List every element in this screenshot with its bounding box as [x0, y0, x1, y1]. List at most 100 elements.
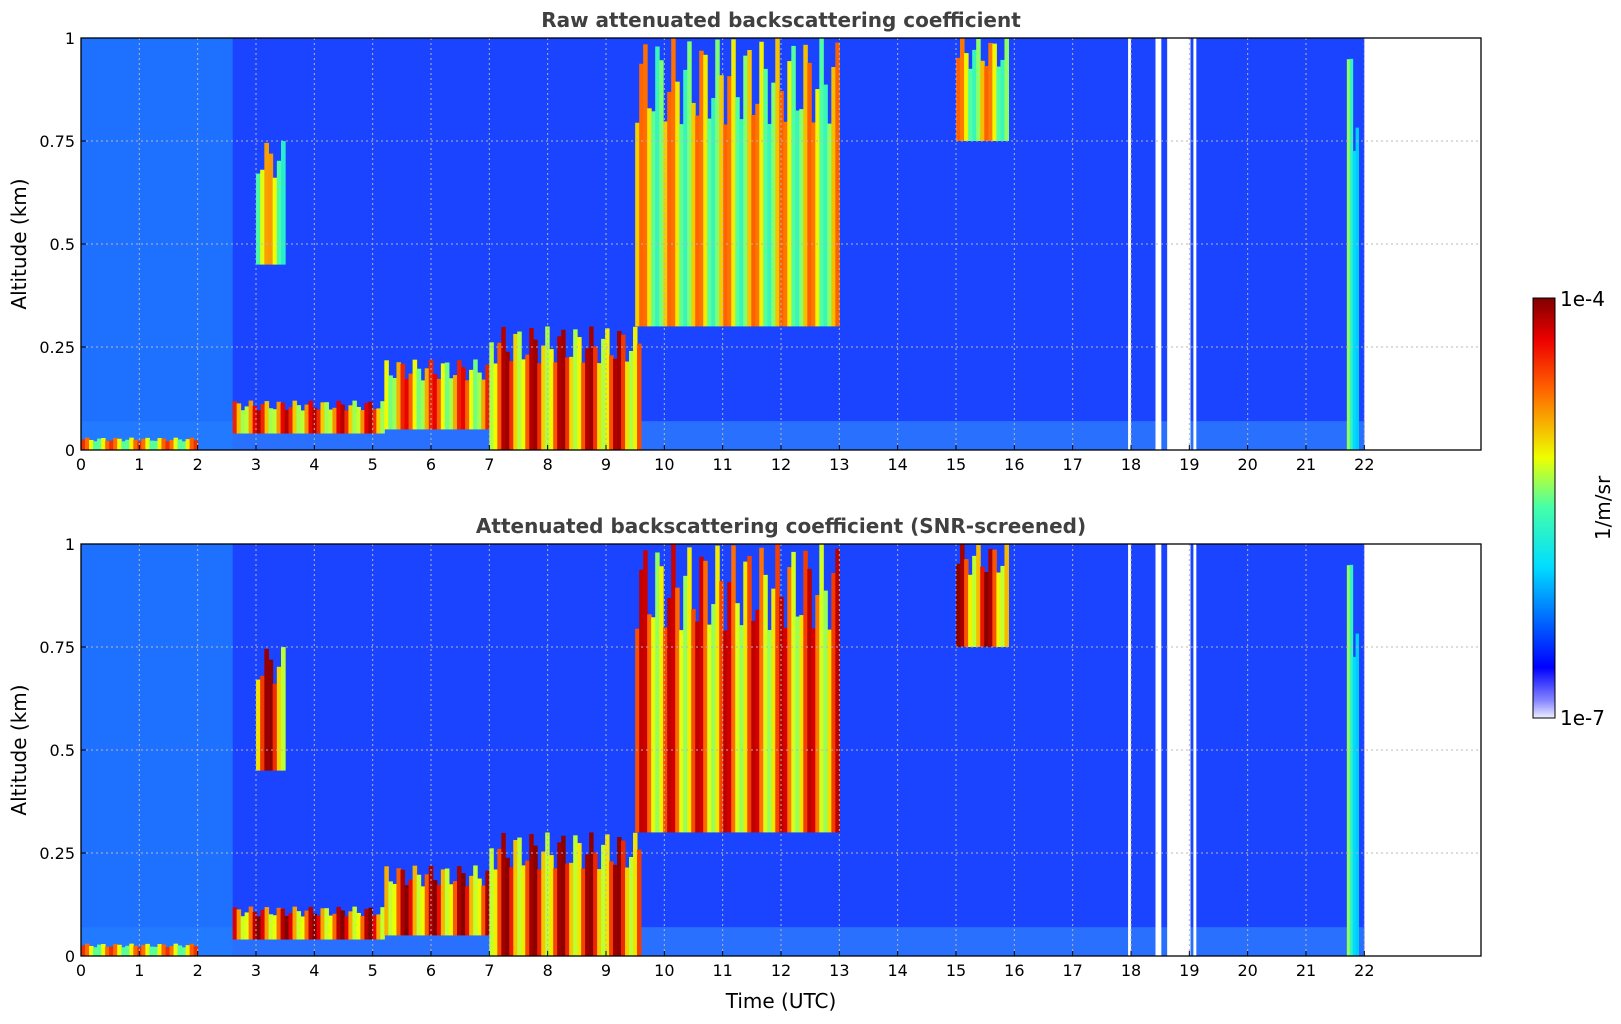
heat-cell: [707, 118, 712, 327]
heat-cell: [699, 50, 704, 327]
heat-cell: [767, 629, 772, 833]
heat-cell: [1000, 59, 1005, 142]
x-tick-label: 2: [193, 455, 203, 474]
heat-cell: [711, 98, 716, 327]
heat-cell: [489, 342, 494, 450]
heat-cell: [565, 863, 570, 956]
heat-cell: [396, 362, 401, 430]
x-tick-label: 21: [1296, 961, 1316, 980]
heat-cell: [699, 556, 704, 833]
x-tick-label: 12: [771, 455, 791, 474]
heat-cell: [755, 103, 760, 327]
heat-cell: [549, 855, 554, 956]
heat-cell: [452, 375, 458, 430]
heat-cell: [823, 84, 828, 327]
x-tick-label: 15: [946, 455, 966, 474]
heat-cell: [815, 595, 820, 833]
colorbar: 1e-4 1e-7 1/m/sr: [1532, 287, 1615, 730]
y-tick-label: 1: [65, 29, 75, 48]
heat-cell: [149, 946, 154, 956]
heat-cell: [565, 357, 570, 450]
heat-cell: [517, 331, 522, 450]
heat-cell: [392, 377, 397, 430]
y-tick-label: 0.75: [39, 638, 75, 657]
heat-cell: [799, 615, 804, 833]
data-gap: [1128, 38, 1131, 450]
data-gap: [1193, 544, 1197, 956]
heat-cell: [497, 848, 502, 956]
heat-cell: [968, 574, 973, 647]
heat-cell: [384, 360, 389, 430]
heat-cell: [489, 848, 494, 956]
heat-cell: [264, 401, 270, 434]
heat-cell: [388, 375, 393, 430]
heat-cell: [679, 124, 684, 327]
heat-cell: [621, 334, 626, 450]
heat-cell: [513, 839, 518, 956]
heat-cell: [799, 109, 804, 327]
heat-cell: [336, 906, 341, 940]
heat-cell: [133, 439, 138, 450]
layer-0: [81, 943, 199, 956]
heat-cell: [312, 407, 317, 434]
heat-cell: [968, 68, 973, 141]
heat-cell: [356, 912, 361, 940]
heat-cell: [695, 621, 700, 833]
heat-cell: [1000, 565, 1005, 647]
x-tick-label: 0: [76, 455, 86, 474]
heat-cell: [691, 608, 696, 833]
colorbar-gradient: [1532, 297, 1556, 719]
heat-cell: [372, 915, 377, 940]
heat-cell: [775, 38, 780, 327]
data-gap: [1155, 544, 1162, 956]
heat-cell: [288, 407, 294, 434]
x-tick-label: 19: [1179, 961, 1199, 980]
heat-cell: [89, 945, 94, 956]
heat-cell: [771, 588, 776, 833]
heat-cell: [173, 437, 179, 450]
heat-cell: [485, 870, 490, 936]
heat-cell: [256, 173, 261, 265]
layer-6: [956, 38, 1009, 142]
colorbar-unit-label: 1/m/sr: [1591, 475, 1615, 540]
heat-cell: [296, 911, 302, 940]
heat-cell: [557, 336, 562, 450]
heat-cell: [121, 947, 126, 956]
heat-cell: [561, 329, 566, 450]
heat-cell: [264, 907, 270, 940]
heat-cell: [569, 356, 574, 450]
heat-cell: [420, 380, 426, 430]
x-tick-label: 11: [712, 455, 732, 474]
heat-cell: [743, 55, 748, 327]
y-tick-label: 0: [65, 947, 75, 966]
heat-cell: [493, 869, 498, 956]
y-tick-label: 0.25: [39, 338, 75, 357]
heat-cell: [647, 108, 652, 327]
heat-cell: [264, 142, 269, 265]
x-tick-label: 18: [1121, 455, 1141, 474]
heat-cell: [984, 572, 989, 647]
x-tick-label: 13: [829, 961, 849, 980]
x-tick-label: 15: [946, 961, 966, 980]
heat-cell: [557, 842, 562, 956]
heat-cell: [364, 402, 369, 434]
y-tick-label: 0.25: [39, 844, 75, 863]
heat-cell: [609, 861, 614, 956]
heat-cell: [268, 914, 274, 940]
heat-cell: [609, 355, 614, 450]
heat-cell: [707, 624, 712, 833]
heat-cell: [655, 552, 660, 833]
heat-cell: [751, 620, 756, 833]
y-axis-label: Altitude (km): [7, 178, 31, 309]
heat-cell: [751, 114, 756, 327]
heat-cell: [605, 328, 610, 450]
heat-cell: [964, 559, 969, 647]
heat-cell: [639, 569, 644, 833]
heat-cell: [336, 400, 341, 434]
heat-cell: [679, 630, 684, 833]
heat-cell: [284, 409, 290, 434]
heat-cell: [517, 837, 522, 956]
heat-cell: [232, 401, 238, 434]
heat-cell: [97, 944, 102, 956]
heat-cell: [763, 574, 768, 833]
